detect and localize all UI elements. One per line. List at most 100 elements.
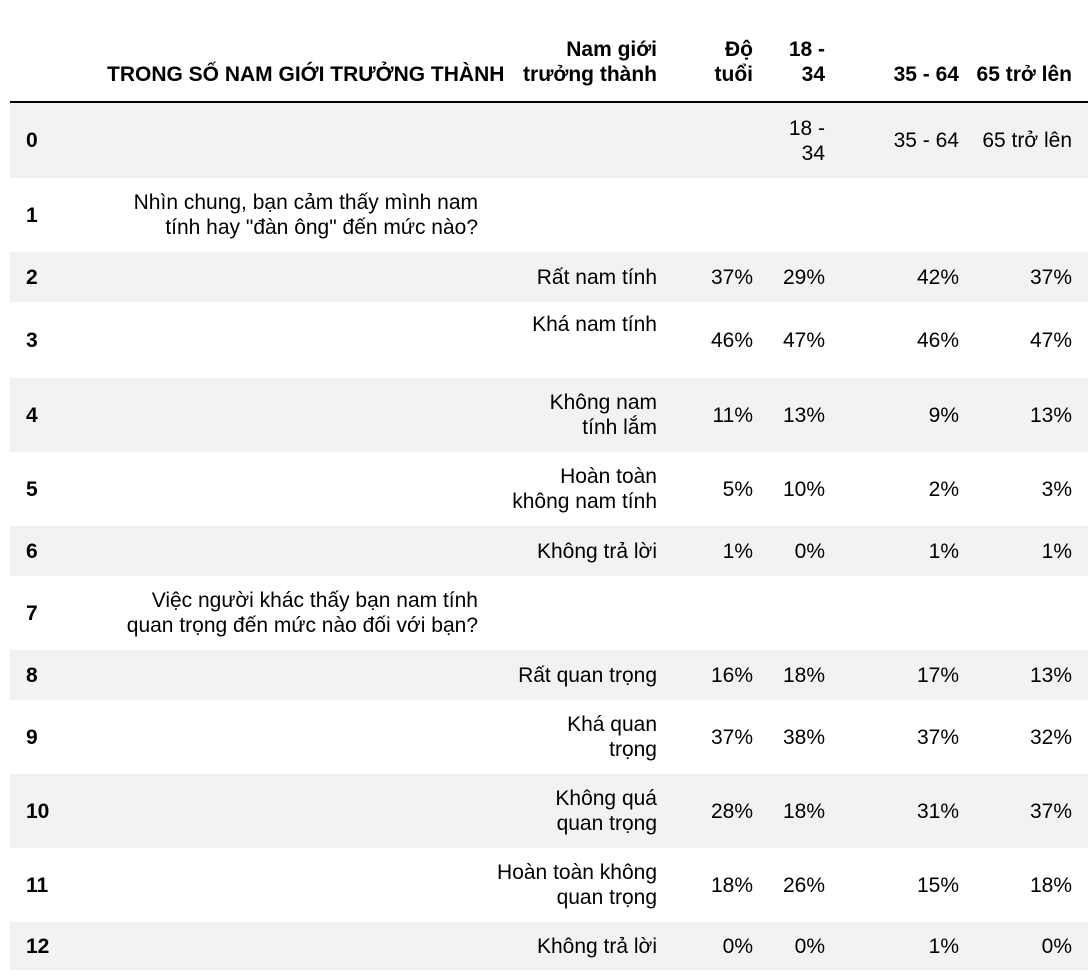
table-row: 3 Khá nam tính 46% 47% 46% 47% [10,302,1088,378]
cell-18-34: 38% [755,700,827,774]
answer-cell-line: quan trọng [556,886,657,909]
cell-35-64 [827,576,961,650]
question-cell-line: quan trọng đến mức nào đối với bạn? [126,614,478,637]
cell-18-34-line: 29% [782,265,825,289]
age-cell: 18% [710,873,753,897]
table-header: TRONG SỐ NAM GIỚI TRƯỞNG THÀNH Nam giới t… [10,28,1088,103]
question-cell-line: Nhìn chung, bạn cảm thấy mình nam [133,191,478,214]
question-cell [62,452,478,526]
question-cell [62,102,478,178]
question-cell [62,378,478,452]
answer-cell-line: Không nam [549,391,657,414]
age-cell [659,178,755,252]
answer-cell-line: không nam tính [512,490,657,513]
table-row: 0 18 -34 35 - 64 65 trở lên [10,102,1088,178]
answer-cell-line: tính lắm [582,416,657,439]
answer-cell-line: Không trả lời [536,934,657,958]
cell-35-64: 37% [916,725,959,749]
age-cell: 37% [710,265,753,289]
cell-35-64: 1% [928,934,959,958]
header-18-34: 18 -34 [755,28,827,103]
row-index: 8 [26,663,38,687]
answer-cell: Không trả lời [478,922,659,970]
answer-cell-line: Khá nam tính [532,313,657,336]
age-cell [659,102,755,178]
cell-65-plus: 3% [1041,477,1072,501]
cell-35-64 [827,178,961,252]
cell-35-64: 17% [916,663,959,687]
row-index: 1 [26,203,38,227]
age-cell: 46% [710,328,753,352]
question-cell [62,848,478,922]
cell-18-34-line: 18% [782,799,825,823]
question-cell [62,700,478,774]
row-index: 7 [26,601,38,625]
table-row: 11 Hoàn toàn không quan trọng 18% 26% 15% 18% [10,848,1088,922]
table-body: 0 18 -34 35 - 64 65 trở lên 1 Nhìn chung, bạn… [10,102,1088,970]
row-index: 6 [26,539,38,563]
cell-35-64: 1% [928,539,959,563]
age-cell: 0% [722,934,753,958]
data-table: TRONG SỐ NAM GIỚI TRƯỞNG THÀNH Nam giới t… [10,28,1088,970]
answer-cell: Không nam tính lắm [478,378,659,452]
answer-cell-line: quan trọng [556,812,657,835]
answer-cell-line: Hoàn toàn không [497,861,657,884]
table-row: 2 Rất nam tính 37% 29% 42% 37% [10,252,1088,302]
cell-18-34 [755,178,827,252]
age-cell: 1% [722,539,753,563]
cell-65-plus: 32% [1029,725,1072,749]
cell-18-34: 18 -34 [755,102,827,178]
age-cell: 11% [712,403,753,427]
answer-cell: Hoàn toàn không quan trọng [478,848,659,922]
cell-65-plus: 37% [1029,265,1072,289]
row-index: 2 [26,265,38,289]
cell-65-plus: 13% [1029,663,1072,687]
cell-65-plus: 37% [1029,799,1072,823]
answer-cell-line: Không trả lời [536,539,657,563]
cell-18-34: 0% [755,526,827,576]
answer-cell [478,102,659,178]
table-row: 1 Nhìn chung, bạn cảm thấy mình nam tính h… [10,178,1088,252]
cell-18-34: 26% [755,848,827,922]
cell-18-34-line: 26% [782,873,825,897]
cell-65-plus [961,178,1088,252]
answer-cell: Khá nam tính [478,302,659,378]
age-cell: 28% [710,799,753,823]
age-cell: 16% [710,663,753,687]
answer-cell: Không trả lời [478,526,659,576]
row-index: 4 [26,403,38,427]
age-cell: 5% [722,477,753,501]
answer-cell-line: Không quá [555,787,657,810]
cell-18-34: 13% [755,378,827,452]
table-row: 6 Không trả lời 1% 0% 1% 1% [10,526,1088,576]
cell-65-plus: 47% [1029,328,1072,352]
question-cell [62,302,478,378]
answer-cell: Rất nam tính [478,252,659,302]
cell-65-plus: 1% [1041,539,1072,563]
cell-18-34: 47% [755,302,827,378]
answer-cell-line: Rất nam tính [536,265,657,289]
cell-18-34-line: 10% [782,477,825,501]
answer-cell-line: Hoàn toàn [560,465,657,488]
answer-cell: Rất quan trọng [478,650,659,700]
table-row: 10 Không quá quan trọng 28% 18% 31% 37% [10,774,1088,848]
header-answer: Nam giới trưởng thành [478,28,659,103]
header-age: Độ tuổi [659,28,755,103]
question-cell [62,774,478,848]
question-cell: Việc người khác thấy bạn nam tính quan tr… [62,576,478,650]
question-cell-line: tính hay "đàn ông" đến mức nào? [165,216,478,239]
answer-cell [478,576,659,650]
question-cell [62,922,478,970]
table-row: 7 Việc người khác thấy bạn nam tính quan t… [10,576,1088,650]
cell-65-plus: 65 trở lên [982,129,1072,152]
question-cell: Nhìn chung, bạn cảm thấy mình nam tính ha… [62,178,478,252]
cell-35-64: 31% [916,799,959,823]
cell-65-plus [961,576,1088,650]
header-index [10,28,62,103]
table-row: 8 Rất quan trọng 16% 18% 17% 13% [10,650,1088,700]
table-row: 9 Khá quan trọng 37% 38% 37% 32% [10,700,1088,774]
cell-18-34-line: 18% [782,663,825,687]
table-row: 4 Không nam tính lắm 11% 13% 9% 13% [10,378,1088,452]
cell-65-plus: 0% [1041,934,1072,958]
cell-35-64: 42% [916,265,959,289]
